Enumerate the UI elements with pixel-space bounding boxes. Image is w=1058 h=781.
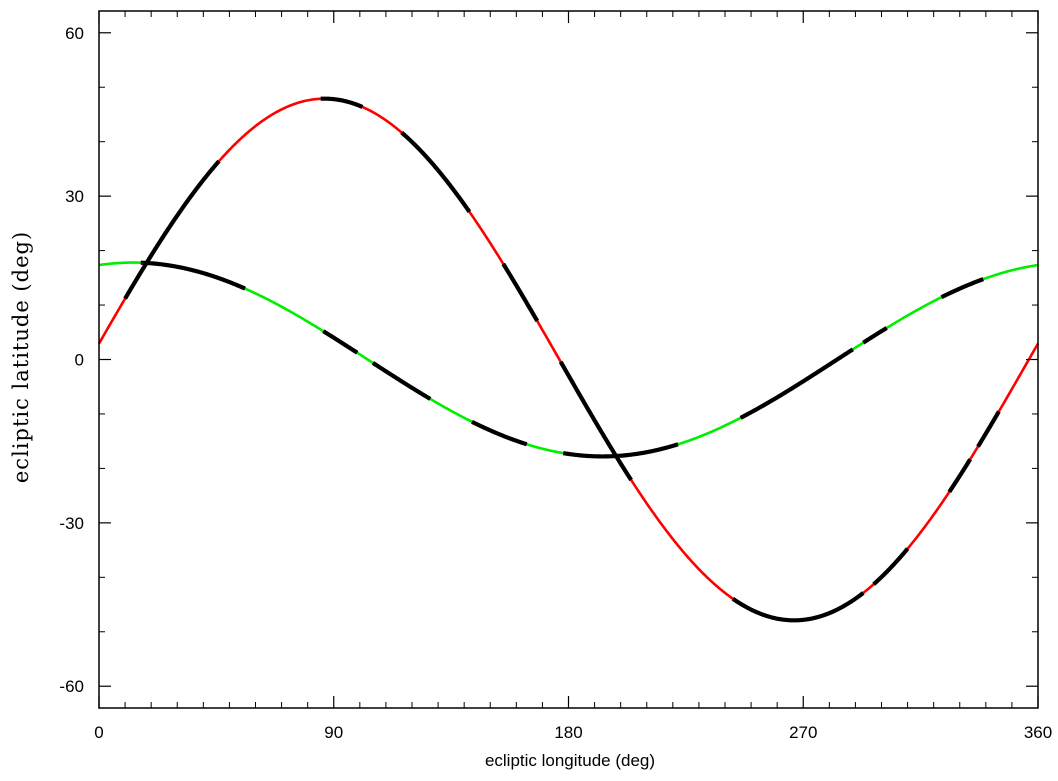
series-layer bbox=[97, 96, 1040, 623]
x-tick-label: 360 bbox=[1024, 723, 1052, 742]
y-tick-label: 0 bbox=[75, 351, 84, 370]
x-tick-label: 270 bbox=[789, 723, 817, 742]
series-1-highlight-segment bbox=[872, 547, 910, 586]
series-2-highlight-segment bbox=[862, 326, 888, 345]
series-2-highlight-segment bbox=[940, 277, 985, 300]
series-1-highlight-segment bbox=[947, 458, 972, 494]
series-2-highlight-segment bbox=[139, 260, 246, 291]
series-1-highlight-segment bbox=[976, 410, 1001, 448]
ticks-layer bbox=[98, 11, 1039, 708]
series-2-highlight-segment bbox=[739, 347, 854, 420]
series-1-highlight-segment bbox=[400, 130, 472, 213]
y-axis-label: ecliptic latitude (deg) bbox=[9, 231, 33, 483]
series-2-highlight-segment bbox=[471, 419, 528, 447]
y-tick-label: 60 bbox=[65, 24, 84, 43]
series-2-highlight-segment bbox=[322, 329, 359, 355]
y-tick-label: 30 bbox=[65, 187, 84, 206]
plot-frame bbox=[98, 10, 1039, 709]
series-1-line bbox=[97, 97, 1040, 622]
x-axis-label: ecliptic longitude (deg) bbox=[485, 751, 655, 770]
x-tick-label: 180 bbox=[554, 723, 582, 742]
series-1-highlight-segment bbox=[501, 262, 540, 323]
y-tick-label: -30 bbox=[59, 514, 84, 533]
series-1-highlight-segment bbox=[319, 96, 364, 109]
series-2-highlight-segment bbox=[562, 442, 679, 459]
series-1-highlight-segment bbox=[731, 591, 865, 623]
series-2-highlight-segment bbox=[371, 361, 432, 401]
series-2-line bbox=[98, 261, 1039, 458]
x-tick-label: 0 bbox=[94, 723, 103, 742]
labels-layer: 0 90 180 270 360 -60 -30 0 30 60 bbox=[59, 24, 1052, 742]
y-tick-label: -60 bbox=[59, 677, 84, 696]
series-1-highlight-segment bbox=[123, 159, 221, 300]
x-tick-label: 90 bbox=[324, 723, 343, 742]
series-1-highlight-segment bbox=[558, 360, 633, 482]
